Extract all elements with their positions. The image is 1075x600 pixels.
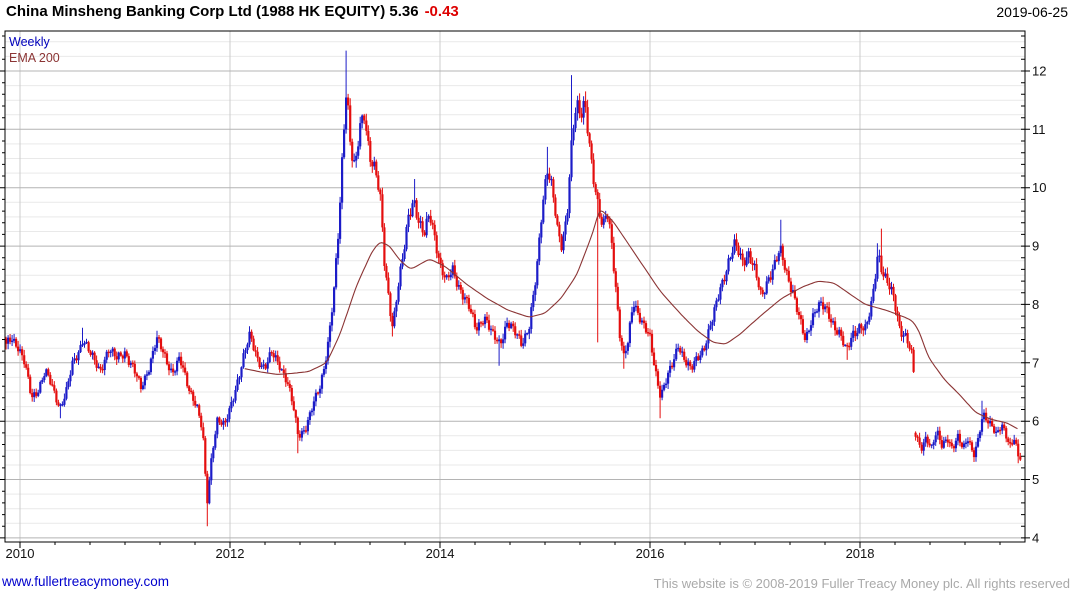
y-axis-label: 12 bbox=[1032, 63, 1046, 78]
page-title: China Minsheng Banking Corp Ltd (1988 HK… bbox=[6, 3, 419, 20]
y-axis-label: 9 bbox=[1032, 239, 1039, 254]
plot-border bbox=[4, 30, 1026, 543]
y-axis-label: 6 bbox=[1032, 414, 1039, 429]
x-axis-label: 2010 bbox=[6, 546, 35, 561]
down-week-wicks bbox=[5, 91, 1021, 527]
legend-ema: EMA 200 bbox=[9, 51, 60, 65]
ema-200-line bbox=[244, 210, 1018, 430]
down-week-bodies bbox=[5, 97, 1022, 504]
minor-horizontal-gridlines bbox=[5, 41, 1025, 524]
legend-timeframe: Weekly bbox=[9, 35, 50, 49]
up-week-wicks bbox=[7, 50, 1015, 505]
x-axis-label: 2014 bbox=[426, 546, 455, 561]
up-week-bodies bbox=[7, 97, 1016, 504]
plot-series-area bbox=[5, 50, 1022, 527]
title-row: China Minsheng Banking Corp Ltd (1988 HK… bbox=[6, 3, 459, 20]
year-gridlines bbox=[19, 31, 861, 542]
y-axis-label: 11 bbox=[1032, 122, 1046, 137]
y-axis-label: 7 bbox=[1032, 355, 1039, 370]
x-axis-label: 2012 bbox=[216, 546, 245, 561]
y-axis-label: 4 bbox=[1032, 530, 1039, 545]
axis-ticks bbox=[0, 35, 1030, 548]
chart-date: 2019-06-25 bbox=[996, 4, 1068, 20]
x-axis-label: 2016 bbox=[636, 546, 665, 561]
major-horizontal-gridlines bbox=[5, 70, 1025, 539]
x-axis-label: 2018 bbox=[846, 546, 875, 561]
y-axis-label: 10 bbox=[1032, 180, 1046, 195]
y-axis-label: 8 bbox=[1032, 297, 1039, 312]
chart-legend: Weekly EMA 200 bbox=[9, 34, 60, 66]
website-link[interactable]: www.fullertreacymoney.com bbox=[2, 574, 170, 589]
copyright-text: This website is © 2008-2019 Fuller Treac… bbox=[653, 576, 1070, 591]
price-change: -0.43 bbox=[424, 3, 459, 20]
y-axis-label: 5 bbox=[1032, 472, 1039, 487]
